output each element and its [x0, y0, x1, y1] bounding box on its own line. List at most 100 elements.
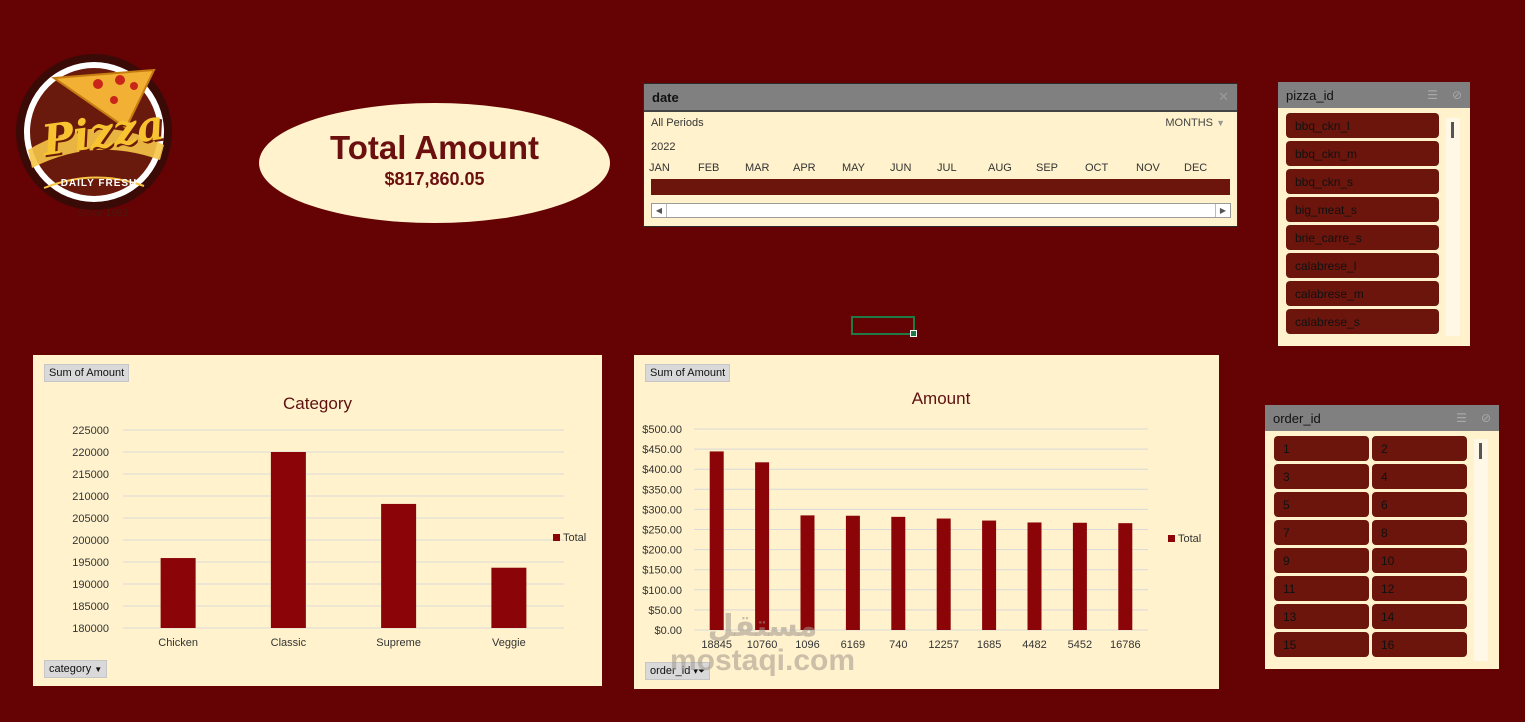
bar[interactable]: [1027, 522, 1042, 630]
slicer-item-pizza-id[interactable]: bbq_ckn_l: [1286, 113, 1439, 138]
multi-select-icon[interactable]: ☰: [1427, 88, 1438, 102]
y-tick-label: $450.00: [642, 444, 682, 456]
slicer-item-order-id[interactable]: 14: [1372, 604, 1467, 629]
bar[interactable]: [1072, 522, 1087, 630]
slicer-item-order-id[interactable]: 4: [1372, 464, 1467, 489]
y-tick-label: 210000: [72, 491, 109, 503]
date-slicer-header: date ✕: [644, 84, 1237, 112]
category-axis-field-button[interactable]: category ▼: [44, 660, 108, 678]
timeline-selection-bar[interactable]: [651, 179, 1230, 195]
pizza-slicer-header: pizza_id ☰ ⊘: [1278, 82, 1470, 108]
slicer-item-order-id[interactable]: 5: [1274, 492, 1369, 517]
month-label[interactable]: FEB: [698, 162, 720, 174]
month-label[interactable]: MAR: [745, 162, 770, 174]
category-chart-panel[interactable]: Sum of Amount Category 225000 220000 21500…: [33, 355, 602, 686]
slicer-item-order-id[interactable]: 7: [1274, 520, 1369, 545]
clear-filter-icon[interactable]: ⊘: [1480, 411, 1491, 425]
bar[interactable]: [381, 503, 417, 628]
pizza-slicer-scrollbar[interactable]: [1446, 118, 1460, 336]
category-field-label: category: [49, 663, 92, 675]
month-label[interactable]: AUG: [988, 162, 1012, 174]
month-label[interactable]: JAN: [649, 162, 670, 174]
x-tick-label: 6169: [841, 639, 865, 651]
slicer-item-order-id[interactable]: 12: [1372, 576, 1467, 601]
slicer-item-pizza-id[interactable]: calabrese_m: [1286, 281, 1439, 306]
bar[interactable]: [800, 515, 815, 630]
bar[interactable]: [709, 451, 724, 630]
slicer-item-pizza-id[interactable]: brie_carre_s: [1286, 225, 1439, 250]
slicer-item-order-id[interactable]: 2: [1372, 436, 1467, 461]
amount-chart-panel[interactable]: Sum of Amount Amount $500.00 $450.00 $400.…: [634, 355, 1219, 689]
month-label[interactable]: MAY: [842, 162, 866, 174]
x-tick-label: 18845: [701, 639, 732, 651]
slicer-item-order-id[interactable]: 8: [1372, 520, 1467, 545]
x-tick-label: Classic: [271, 637, 307, 649]
month-label[interactable]: APR: [793, 162, 816, 174]
scroll-thumb[interactable]: [1479, 443, 1482, 459]
slicer-item-order-id[interactable]: 16: [1372, 632, 1467, 657]
bar[interactable]: [270, 452, 306, 628]
x-tick-label: 1685: [977, 639, 1001, 651]
bar[interactable]: [1118, 523, 1133, 630]
bar[interactable]: [160, 558, 196, 628]
month-label[interactable]: SEP: [1036, 162, 1059, 174]
x-tick-label: Veggie: [492, 637, 526, 649]
month-label[interactable]: DEC: [1184, 162, 1208, 174]
bar[interactable]: [982, 520, 997, 630]
month-label[interactable]: OCT: [1085, 162, 1109, 174]
selected-cell[interactable]: [851, 316, 917, 337]
scroll-right-icon[interactable]: ▶: [1215, 204, 1230, 217]
bar[interactable]: [755, 462, 770, 630]
time-level-dropdown[interactable]: MONTHS ▼: [1165, 117, 1225, 129]
legend-swatch: [1168, 535, 1175, 542]
total-amount-card: Total Amount $817,860.05: [259, 103, 610, 223]
order-slicer-title: order_id: [1273, 410, 1321, 426]
slicer-item-order-id[interactable]: 3: [1274, 464, 1369, 489]
order-slicer-scrollbar[interactable]: [1474, 439, 1488, 661]
scroll-left-icon[interactable]: ◀: [652, 204, 667, 217]
y-tick-label: 190000: [72, 579, 109, 591]
pizza-slicer-title: pizza_id: [1286, 87, 1334, 103]
watermark-latin: mostaqi.com: [670, 644, 856, 677]
filter-icon: ▾⏷: [693, 666, 706, 676]
slicer-item-pizza-id[interactable]: calabrese_s: [1286, 309, 1439, 334]
x-tick-label: Chicken: [158, 637, 198, 649]
month-label[interactable]: NOV: [1136, 162, 1160, 174]
slicer-item-order-id[interactable]: 6: [1372, 492, 1467, 517]
slicer-item-pizza-id[interactable]: calabrese_l: [1286, 253, 1439, 278]
sum-of-amount-field-button[interactable]: Sum of Amount: [645, 364, 731, 382]
bar[interactable]: [845, 515, 860, 630]
slicer-item-pizza-id[interactable]: bbq_ckn_m: [1286, 141, 1439, 166]
order-id-axis-field-button[interactable]: order_id ▾⏷: [645, 662, 711, 680]
date-timeline-slicer[interactable]: date ✕ All Periods MONTHS ▼ 2022 JAN FEB M…: [643, 83, 1238, 227]
slicer-item-order-id[interactable]: 15: [1274, 632, 1369, 657]
total-amount-value: $817,860.05: [384, 168, 485, 189]
month-label[interactable]: JUN: [890, 162, 912, 174]
multi-select-icon[interactable]: ☰: [1456, 411, 1467, 425]
scroll-thumb[interactable]: [1451, 122, 1454, 138]
month-label[interactable]: JUL: [937, 162, 957, 174]
sum-of-amount-field-button[interactable]: Sum of Amount: [44, 364, 130, 382]
slicer-item-order-id[interactable]: 9: [1274, 548, 1369, 573]
y-tick-label: $400.00: [642, 464, 682, 476]
slicer-item-pizza-id[interactable]: bbq_ckn_s: [1286, 169, 1439, 194]
pizza-logo: Pizza DAILY FRESH Since 1993: [14, 50, 176, 220]
y-tick-label: 220000: [72, 447, 109, 459]
slicer-item-order-id[interactable]: 13: [1274, 604, 1369, 629]
clear-filter-icon[interactable]: ⊘: [1451, 88, 1462, 102]
x-tick-label: 740: [889, 639, 907, 651]
clear-filter-icon[interactable]: ✕: [1218, 89, 1229, 104]
y-tick-label: 225000: [72, 425, 109, 437]
slicer-item-order-id[interactable]: 10: [1372, 548, 1467, 573]
x-tick-label: 12257: [928, 639, 959, 651]
bar[interactable]: [936, 518, 951, 630]
chart-title: Category: [283, 394, 352, 413]
bar[interactable]: [891, 516, 906, 630]
slicer-item-order-id[interactable]: 1: [1274, 436, 1369, 461]
timeline-scrollbar[interactable]: ◀ ▶: [651, 203, 1231, 218]
slicer-item-pizza-id[interactable]: big_meat_s: [1286, 197, 1439, 222]
slicer-item-order-id[interactable]: 11: [1274, 576, 1369, 601]
bar[interactable]: [491, 567, 527, 628]
chevron-down-icon: ▼: [1216, 118, 1225, 128]
y-tick-label: $250.00: [642, 525, 682, 537]
